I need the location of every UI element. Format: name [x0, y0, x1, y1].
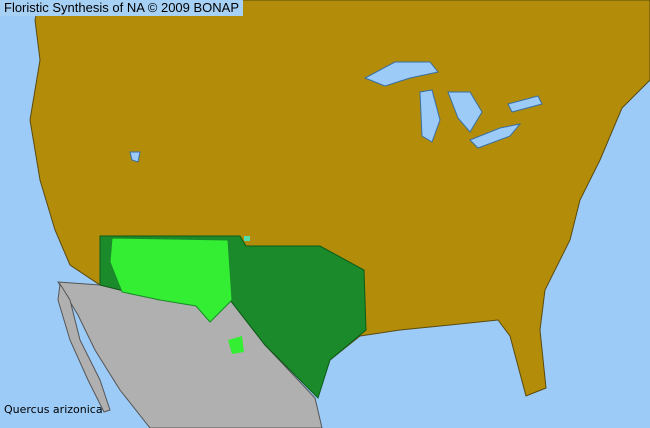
- great-lakes: [129, 61, 543, 163]
- lake-huron: [447, 91, 483, 133]
- lake-superior: [363, 61, 439, 87]
- lake-ontario: [507, 95, 543, 113]
- baja-california: [57, 282, 111, 413]
- range-cyan-patch: [244, 236, 250, 241]
- lake-erie: [469, 123, 522, 149]
- great-salt-lake: [129, 151, 141, 163]
- range-bright-green-patch: [228, 336, 244, 354]
- species-label: Quercus arizonica: [4, 403, 103, 416]
- range-bright-green: [109, 237, 233, 323]
- lake-michigan: [419, 89, 441, 143]
- map-title: Floristic Synthesis of NA © 2009 BONAP: [0, 0, 244, 16]
